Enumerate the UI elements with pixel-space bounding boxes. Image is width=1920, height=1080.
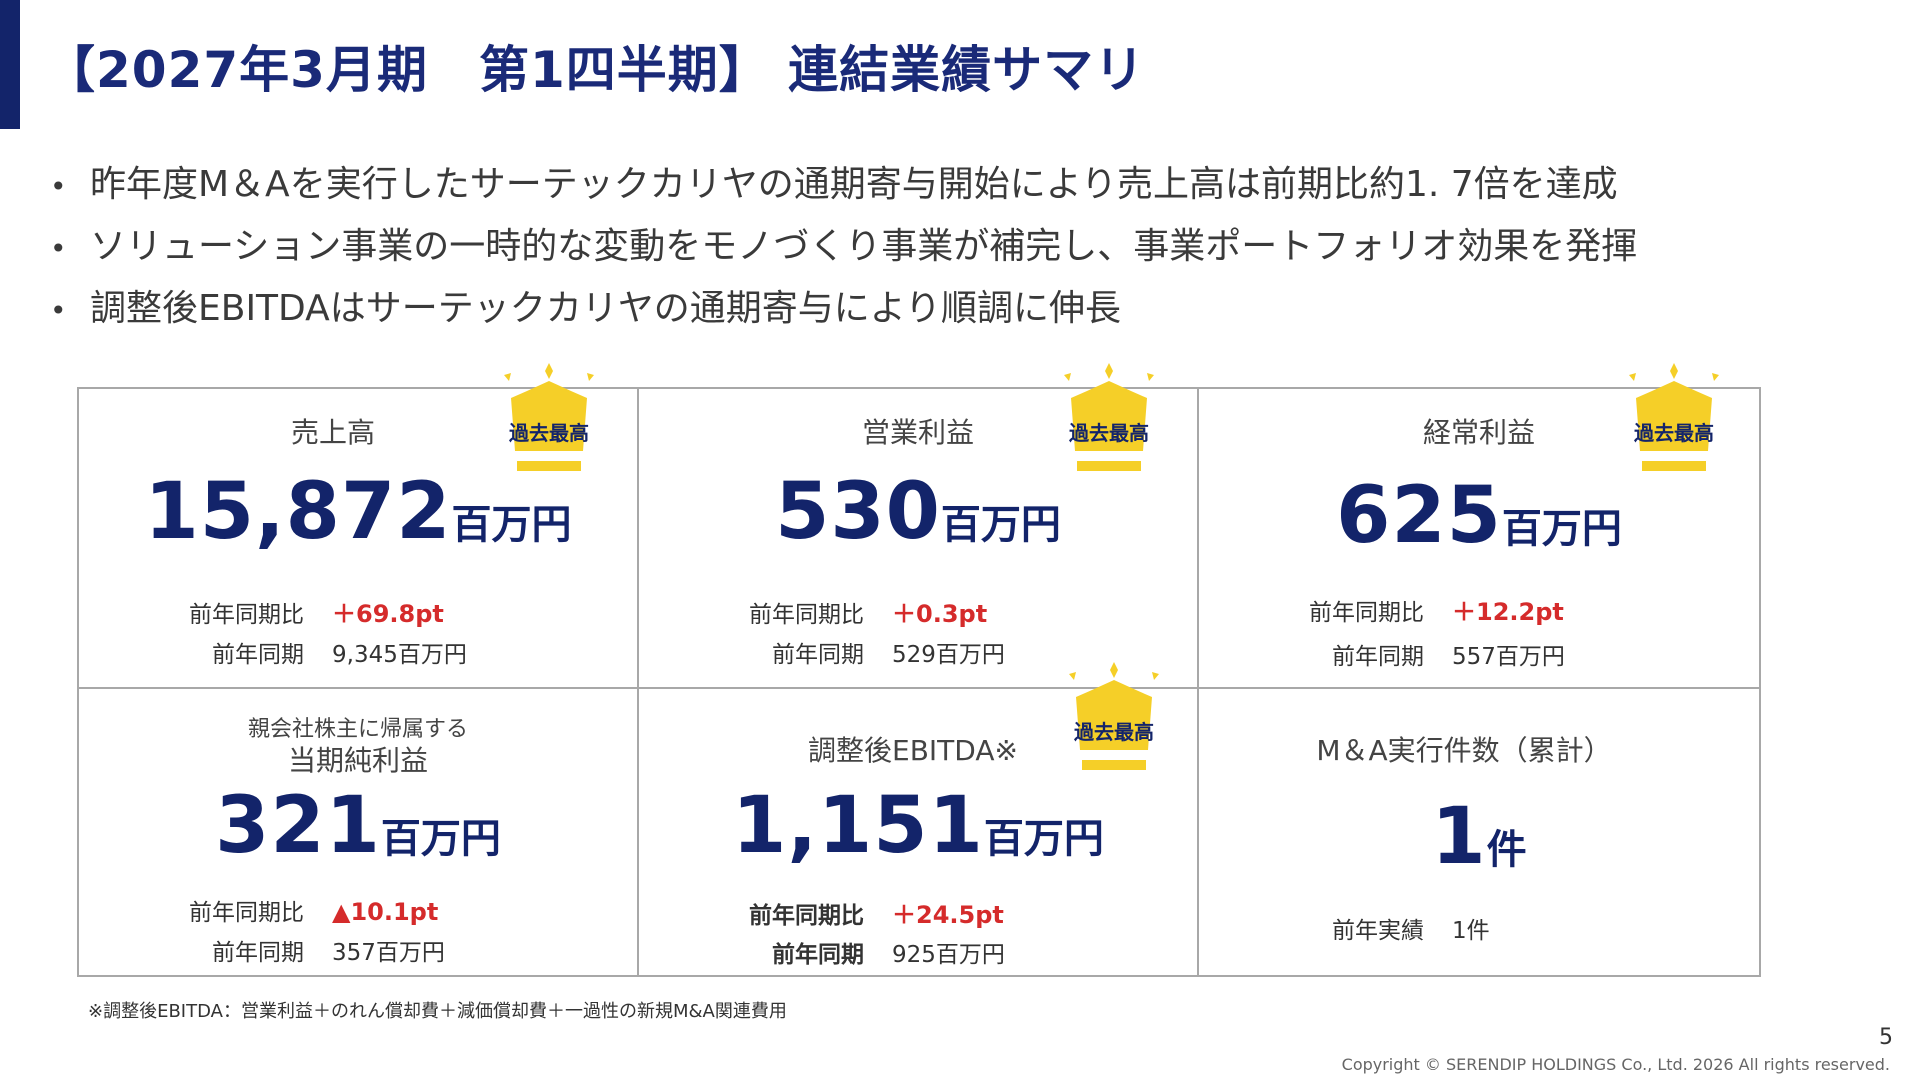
kpi-value: 1件 — [1199, 792, 1759, 882]
copyright: Copyright © SERENDIP HOLDINGS Co., Ltd. … — [1341, 1055, 1890, 1074]
kpi-label: 調整後EBITDA※ — [808, 734, 1018, 767]
bullet-item: • 調整後EBITDAはサーテックカリヤの通期寄与により順調に伸長 — [50, 288, 1122, 329]
yoy-ratio-label: 前年同期比 — [1309, 600, 1424, 626]
record-high-badge: 過去最高 — [1634, 421, 1714, 445]
kpi-card-sales: 売上高 過去最高 15,872百万円 前年同期比 ＋69.8pt 前年同期 9,34… — [79, 363, 639, 689]
kpi-value: 530百万円 — [639, 467, 1197, 557]
prev-year-row: 前年同期 9,345百万円 — [189, 635, 467, 669]
prev-year-value: 529百万円 — [892, 642, 1005, 668]
kpi-card-ma-count: M＆A実行件数（累計） 1件 前年実績 1件 — [1199, 689, 1759, 975]
yoy-ratio-label: 前年同期比 — [749, 602, 864, 628]
kpi-unit: 百万円 — [380, 816, 501, 862]
prev-year-label: 前年同期 — [772, 642, 864, 668]
record-high-badge: 過去最高 — [1069, 421, 1149, 445]
yoy-ratio-row: 前年同期比 ＋69.8pt — [189, 594, 444, 629]
prev-year-label: 前年同期 — [1332, 644, 1424, 670]
prev-year-value: 9,345百万円 — [332, 642, 467, 668]
prev-year-value: 357百万円 — [332, 940, 445, 966]
record-high-crown-icon: 過去最高 — [1064, 662, 1194, 780]
kpi-number: 625 — [1336, 471, 1502, 561]
kpi-value: 15,872百万円 — [79, 467, 637, 557]
kpi-number: 530 — [775, 467, 941, 557]
page-title: 【2027年3月期 第1四半期】 連結業績サマリ — [45, 41, 1146, 99]
page-number: 5 — [1879, 1025, 1893, 1050]
prev-year-row: 前年同期 925百万円 — [749, 935, 1005, 969]
bullet-text: 昨年度M＆Aを実行したサーテックカリヤの通期寄与開始により売上高は前期比約1. … — [90, 164, 1618, 205]
prev-year-row: 前年同期 557百万円 — [1309, 637, 1565, 671]
yoy-ratio-row: 前年同期比 ＋24.5pt — [749, 895, 1004, 930]
kpi-unit: 百万円 — [451, 502, 572, 548]
prev-year-label: 前年同期 — [212, 642, 304, 668]
bullet-item: • 昨年度M＆Aを実行したサーテックカリヤの通期寄与開始により売上高は前期比約1.… — [50, 164, 1618, 205]
prev-year-row: 前年同期 357百万円 — [189, 933, 445, 967]
kpi-card-net-income: 親会社株主に帰属する 当期純利益 321百万円 前年同期比 ▲10.1pt 前年同… — [79, 689, 639, 975]
prev-year-row: 前年同期 529百万円 — [749, 635, 1005, 669]
yoy-ratio-label: 前年同期比 — [189, 602, 304, 628]
record-high-crown-icon: 過去最高 — [1059, 363, 1189, 481]
kpi-number: 321 — [215, 781, 381, 871]
kpi-unit: 百万円 — [983, 816, 1104, 862]
kpi-number: 15,872 — [144, 467, 452, 557]
kpi-unit: 件 — [1486, 827, 1527, 873]
prev-year-label: 前年実績 — [1332, 918, 1424, 944]
yoy-ratio-row: 前年同期比 ▲10.1pt — [189, 893, 438, 927]
prev-year-value: 557百万円 — [1452, 644, 1565, 670]
footnote: ※調整後EBITDA：営業利益＋のれん償却費＋減価償却費＋一過性の新規M&A関連… — [88, 1001, 787, 1022]
prev-year-label: 前年同期 — [212, 940, 304, 966]
kpi-unit: 百万円 — [940, 502, 1061, 548]
yoy-ratio-label: 前年同期比 — [749, 903, 864, 929]
title-accent-bar — [0, 0, 20, 129]
kpi-value: 625百万円 — [1199, 471, 1759, 561]
kpi-value: 1,151百万円 — [639, 781, 1197, 871]
yoy-ratio-label: 前年同期比 — [189, 900, 304, 926]
kpi-grid: 売上高 過去最高 15,872百万円 前年同期比 ＋69.8pt 前年同期 9,34… — [77, 363, 1761, 977]
kpi-value: 321百万円 — [79, 781, 637, 871]
kpi-number: 1 — [1431, 792, 1487, 882]
yoy-ratio-value: ▲10.1pt — [332, 898, 439, 926]
bullet-item: • ソリューション事業の一時的な変動をモノづくり事業が補完し、事業ポートフォリオ効… — [50, 226, 1638, 267]
prev-year-label: 前年同期 — [772, 942, 864, 968]
kpi-label: M＆A実行件数（累計） — [1316, 734, 1612, 767]
record-high-crown-icon: 過去最高 — [499, 363, 629, 481]
record-high-badge: 過去最高 — [509, 421, 589, 445]
kpi-label: 当期純利益 — [287, 744, 428, 777]
yoy-ratio-row: 前年同期比 ＋12.2pt — [1309, 592, 1564, 627]
yoy-ratio-value: ＋24.5pt — [892, 901, 1004, 929]
bullet-text: 調整後EBITDAはサーテックカリヤの通期寄与により順調に伸長 — [90, 288, 1122, 329]
kpi-sublabel: 親会社株主に帰属する — [247, 717, 468, 742]
kpi-card-ordinary-profit: 経常利益 過去最高 625百万円 前年同期比 ＋12.2pt 前年同期 557百万円 — [1199, 363, 1759, 689]
yoy-ratio-value: ＋69.8pt — [332, 600, 444, 628]
kpi-unit: 百万円 — [1501, 506, 1622, 552]
kpi-number: 1,151 — [732, 781, 984, 871]
record-high-badge: 過去最高 — [1074, 720, 1154, 744]
kpi-label: 売上高 — [290, 416, 375, 449]
yoy-ratio-row: 前年同期比 ＋0.3pt — [749, 594, 987, 629]
prev-year-value: 1件 — [1452, 918, 1490, 944]
bullet-text: ソリューション事業の一時的な変動をモノづくり事業が補完し、事業ポートフォリオ効果… — [90, 226, 1638, 267]
prev-year-value: 925百万円 — [892, 942, 1005, 968]
kpi-card-adjusted-ebitda: 調整後EBITDA※ 過去最高 1,151百万円 前年同期比 ＋24.5pt 前年… — [639, 662, 1199, 975]
kpi-card-operating-profit: 営業利益 過去最高 530百万円 前年同期比 ＋0.3pt 前年同期 529百万円 — [639, 363, 1199, 689]
record-high-crown-icon: 過去最高 — [1624, 363, 1754, 481]
yoy-ratio-value: ＋12.2pt — [1452, 598, 1564, 626]
prev-year-row: 前年実績 1件 — [1309, 911, 1490, 945]
summary-bullets: • 昨年度M＆Aを実行したサーテックカリヤの通期寄与開始により売上高は前期比約1.… — [50, 155, 1637, 341]
kpi-label: 経常利益 — [1422, 416, 1535, 449]
yoy-ratio-value: ＋0.3pt — [892, 600, 988, 628]
kpi-label: 営業利益 — [861, 416, 974, 449]
